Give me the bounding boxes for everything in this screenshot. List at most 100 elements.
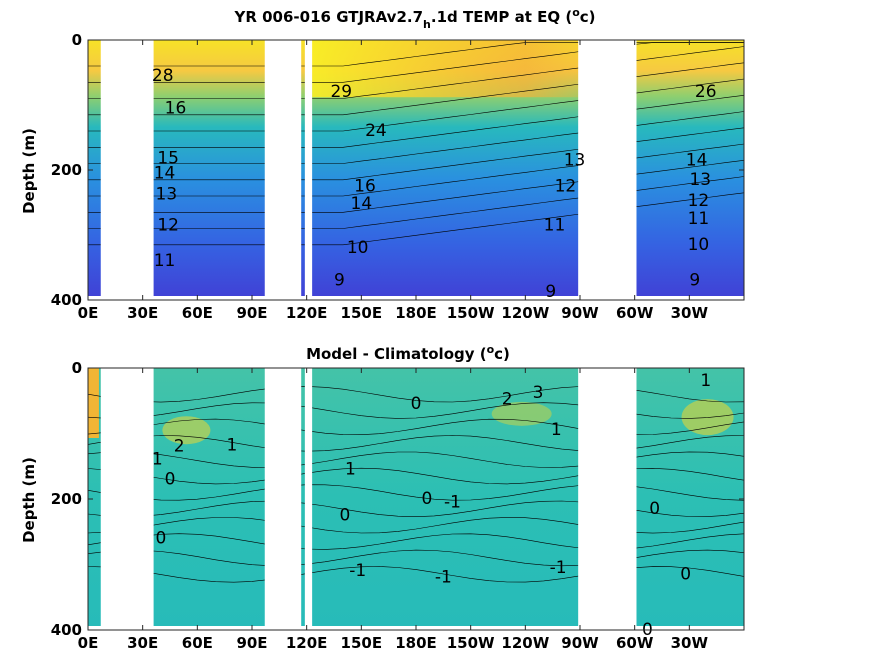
- land-mask: [100, 368, 154, 630]
- x-tick-label: 120E: [286, 304, 328, 322]
- y-tick-label: 200: [51, 490, 82, 508]
- anomaly-patch: [491, 401, 552, 426]
- land-mask: [304, 368, 313, 630]
- x-tick-label: 60W: [616, 304, 654, 322]
- x-tick-label: 120W: [501, 304, 549, 322]
- contour-label: 1: [227, 435, 238, 455]
- y-tick-label: 400: [51, 621, 82, 639]
- x-tick-label: 60E: [182, 634, 213, 652]
- contour-label: 1: [152, 450, 163, 470]
- x-tick-label: 0E: [78, 304, 99, 322]
- top-title-rest: .1d TEMP at EQ (: [431, 8, 572, 26]
- x-tick-label: 60E: [182, 304, 213, 322]
- contour-label: 9: [334, 271, 345, 291]
- contour-label: -1: [435, 568, 452, 588]
- contour-label: 24: [365, 121, 387, 141]
- contour-label: 1: [345, 460, 356, 480]
- x-tick-label: 90E: [236, 634, 267, 652]
- contour-label: 12: [688, 191, 710, 211]
- bottom-ylabel: Depth (m): [20, 457, 38, 543]
- contour-label: -1: [550, 558, 567, 578]
- x-tick-label: 180E: [395, 634, 437, 652]
- x-tick-label: 60W: [616, 634, 654, 652]
- contour-label: 1: [700, 371, 711, 391]
- contour-label: 15: [157, 148, 179, 168]
- x-tick-label: 30E: [127, 304, 158, 322]
- contour-label: 10: [688, 235, 710, 255]
- contour-label: 11: [544, 215, 566, 235]
- x-tick-label: 150E: [341, 304, 383, 322]
- x-tick-label: 90W: [561, 304, 599, 322]
- x-tick-label: 120W: [501, 634, 549, 652]
- x-tick-label: 150W: [447, 304, 495, 322]
- x-tick-label: 30W: [671, 304, 709, 322]
- top-plot-area: 2816151413121129241614109131211926141312…: [51, 31, 745, 322]
- contour-label: 0: [411, 394, 422, 414]
- land-mask: [578, 368, 637, 630]
- x-tick-label: 180E: [395, 304, 437, 322]
- y-tick-label: 0: [72, 31, 82, 49]
- contour-label: 10: [347, 238, 369, 258]
- contour-label: 11: [688, 209, 710, 229]
- land-mask: [304, 40, 313, 300]
- contour-label: 2: [502, 389, 513, 409]
- contour-label: 0: [165, 469, 176, 489]
- anomaly-patch: [88, 368, 99, 438]
- contour-label: 13: [689, 170, 711, 190]
- bottom-title: Model - Climatology (oc): [306, 343, 510, 363]
- y-tick-label: 200: [51, 161, 82, 179]
- land-mask: [578, 40, 637, 300]
- contour-label: 26: [695, 82, 717, 102]
- contour-label: 13: [564, 150, 586, 170]
- contour-label: 28: [152, 66, 174, 86]
- contour-label: 0: [422, 489, 433, 509]
- x-tick-label: 0E: [78, 634, 99, 652]
- contour-label: 0: [155, 528, 166, 548]
- contour-label: 0: [680, 564, 691, 584]
- contour-label: 16: [165, 98, 187, 118]
- contour-label: -1: [349, 561, 366, 581]
- top-title: YR 006-016 GTJRAv2.7h.1d TEMP at EQ (oc): [233, 6, 595, 31]
- contour-label: 9: [689, 271, 700, 291]
- x-tick-label: 150W: [447, 634, 495, 652]
- x-tick-label: 30W: [671, 634, 709, 652]
- top-panel: YR 006-016 GTJRAv2.7h.1d TEMP at EQ (oc)…: [20, 6, 745, 322]
- y-tick-label: 0: [72, 359, 82, 377]
- x-tick-label: 30E: [127, 634, 158, 652]
- y-tick-label: 400: [51, 291, 82, 309]
- contour-label: 2: [174, 437, 185, 457]
- anomaly-patch: [681, 399, 734, 436]
- x-tick-label: 90W: [561, 634, 599, 652]
- x-tick-label: 90E: [236, 304, 267, 322]
- contour-label: -1: [444, 492, 461, 512]
- top-title-end: c): [580, 8, 596, 26]
- contour-label: 14: [686, 150, 708, 170]
- land-mask: [100, 40, 154, 300]
- bottom-title-end: c): [494, 345, 510, 363]
- contour-label: 12: [555, 176, 577, 196]
- contour-label: 11: [154, 251, 176, 271]
- land-mask: [264, 40, 302, 300]
- bottom-panel: Model - Climatology (oc) Depth (m) 21010…: [20, 343, 745, 652]
- contour-label: 12: [157, 215, 179, 235]
- x-tick-label: 150E: [341, 634, 383, 652]
- bottom-title-sup: o: [487, 343, 495, 356]
- contour-label: 14: [351, 194, 373, 214]
- top-ylabel: Depth (m): [20, 128, 38, 214]
- contour-label: 1: [551, 420, 562, 440]
- land-mask: [264, 368, 302, 630]
- top-title-sub: h: [423, 18, 431, 31]
- top-title-sup: o: [572, 6, 580, 19]
- contour-label: 14: [154, 163, 176, 183]
- contour-label: 9: [545, 282, 556, 302]
- warm-pool-fill: [312, 40, 617, 98]
- contour-label: 29: [330, 82, 352, 102]
- x-tick-label: 120E: [286, 634, 328, 652]
- contour-label: 0: [340, 505, 351, 525]
- contour-label: 16: [354, 176, 376, 196]
- bottom-title-main: Model - Climatology (: [306, 345, 487, 363]
- contour-label: 3: [533, 383, 544, 403]
- contour-label: 0: [649, 499, 660, 519]
